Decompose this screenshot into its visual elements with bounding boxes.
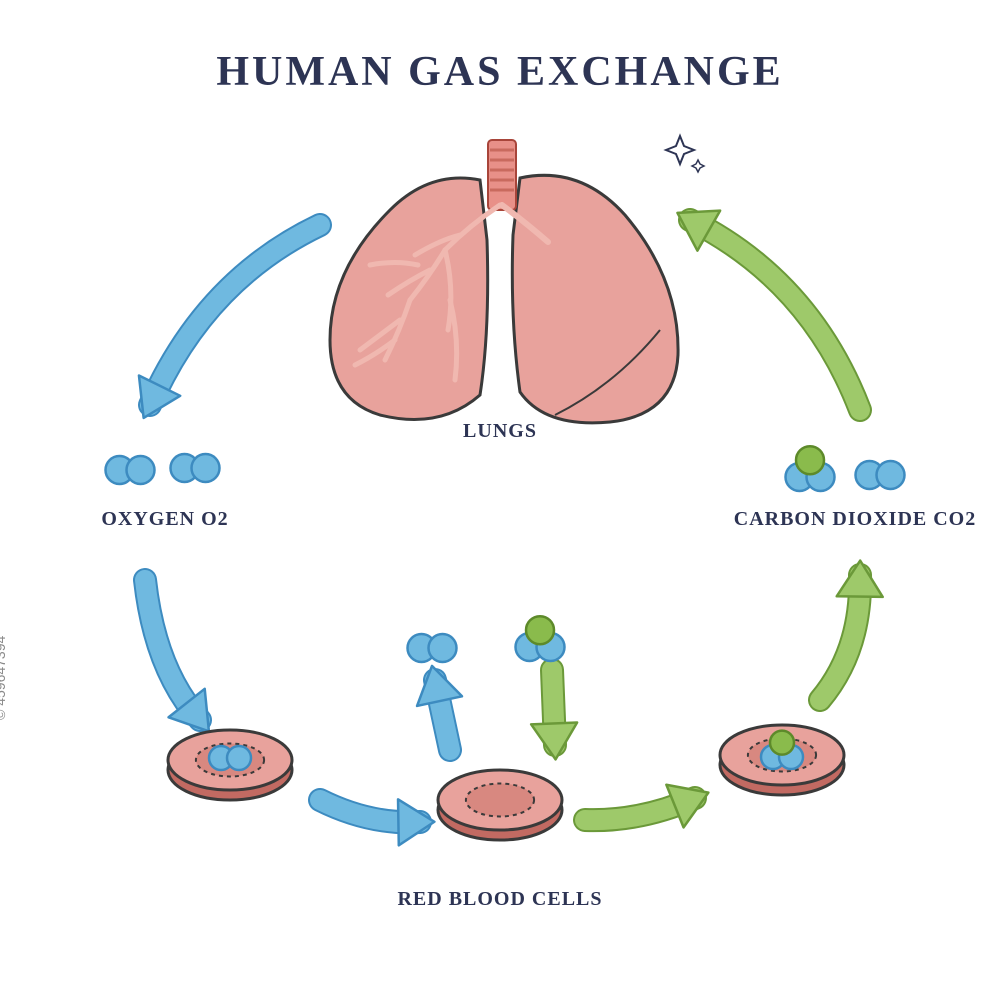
co2-area-molecule-0 [786,446,835,491]
co2-label: CARBON DIOXIDE CO2 [720,508,990,531]
co2-area-molecule-1 [856,461,905,489]
co2-down-rbc2-head [531,722,577,759]
rbc-0 [168,730,292,800]
oxygen-molecule-1 [171,454,220,482]
molecules-group [106,446,905,662]
lungs-to-o2-outline [150,225,320,405]
rbc-1 [438,770,562,840]
co2-to-lungs-outline [690,220,860,410]
rbc1-to-rbc2-head [398,799,434,845]
rbc3-to-co2-head [837,561,883,597]
oxygen-label: OXYGEN O2 [70,508,260,531]
sparkle-icon [666,136,704,172]
diagram-canvas [0,0,1000,1000]
red-blood-cells-group [168,725,844,840]
lungs-illustration [330,140,678,423]
rbc-2 [720,725,844,795]
trachea [488,140,516,210]
right-lung [512,175,678,423]
center-molecule-1 [516,616,565,661]
rbc2-up-o2-head [417,666,462,706]
rbc-label: RED BLOOD CELLS [380,888,620,911]
oxygen-molecule-0 [106,456,155,484]
lungs-label: LUNGS [430,420,570,443]
watermark-text: © 459647394 [0,636,8,720]
center-molecule-0 [408,634,457,662]
